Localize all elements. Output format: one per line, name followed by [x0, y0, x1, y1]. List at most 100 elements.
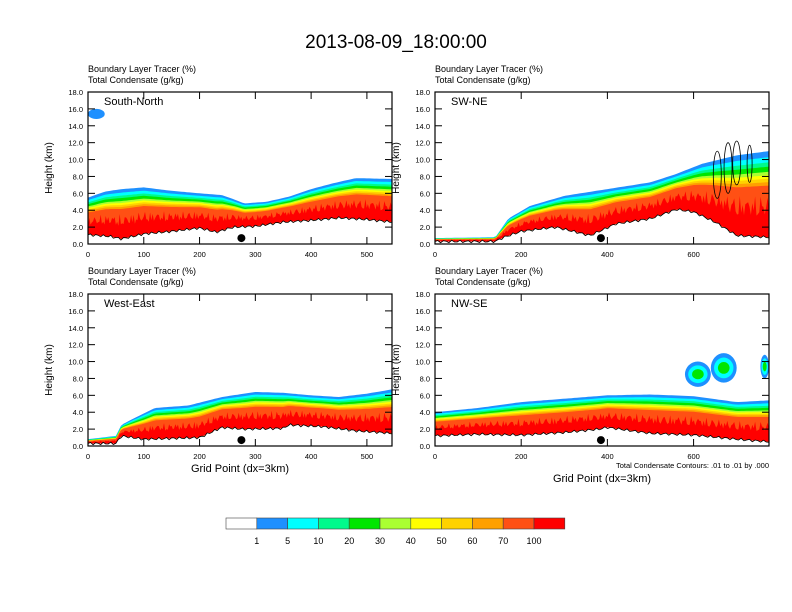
plot-frame [434, 91, 770, 245]
location-marker [237, 234, 246, 243]
y-tick-label: 16.0 [415, 307, 430, 316]
y-tick-label: 0.0 [73, 240, 83, 249]
panel-title-line: Boundary Layer Tracer (%) [88, 64, 196, 74]
terrain [435, 208, 769, 244]
y-tick-label: 16.0 [68, 105, 83, 114]
condensate-contour [732, 140, 742, 186]
x-tick-label: 400 [305, 452, 318, 461]
y-tick-label: 18.0 [415, 88, 430, 97]
colorbar: 1 5 10 20 30 40 50 60 70 100 [225, 517, 566, 546]
y-tick-label: 18.0 [68, 290, 83, 299]
condensate-contour [723, 142, 733, 194]
panel-title-line: Boundary Layer Tracer (%) [88, 266, 196, 276]
panel-top-left: Boundary Layer Tracer (%)Total Condensat… [44, 64, 393, 259]
x-tick-label: 200 [515, 250, 528, 259]
y-tick-label: 16.0 [68, 307, 83, 316]
y-axis-label: Height (km) [44, 344, 55, 396]
y-tick-label: 18.0 [68, 88, 83, 97]
y-tick-label: 6.0 [73, 391, 83, 400]
cloud-patch-core [762, 361, 767, 372]
y-tick-label: 14.0 [68, 122, 83, 131]
colorbar-swatch [533, 517, 566, 530]
y-tick-label: 2.0 [420, 223, 430, 232]
y-tick-label: 8.0 [73, 374, 83, 383]
plot-frame [434, 293, 770, 447]
colorbar-label: 70 [498, 536, 508, 546]
x-tick-label: 200 [193, 452, 206, 461]
cross-section-label: NW-SE [451, 298, 487, 310]
terrain [88, 423, 392, 446]
colorbar-swatch [225, 517, 258, 530]
y-tick-label: 8.0 [73, 172, 83, 181]
location-marker [237, 436, 246, 445]
colorbar-label: 20 [344, 536, 354, 546]
y-tick-label: 18.0 [415, 290, 430, 299]
x-tick-label: 100 [138, 452, 151, 461]
y-tick-label: 10.0 [68, 358, 83, 367]
cloud-patch [88, 108, 105, 120]
x-tick-label: 200 [193, 250, 206, 259]
cloud-patch-core [717, 361, 730, 374]
x-tick-label: 400 [305, 250, 318, 259]
y-tick-label: 12.0 [68, 341, 83, 350]
colorbar-swatch [318, 517, 350, 530]
y-tick-label: 0.0 [73, 442, 83, 451]
tracer-core [88, 409, 392, 444]
location-marker [596, 234, 605, 243]
colorbar-label: 50 [437, 536, 447, 546]
colorbar-swatch [410, 517, 442, 530]
y-tick-label: 14.0 [415, 122, 430, 131]
y-tick-label: 6.0 [420, 391, 430, 400]
y-tick-label: 0.0 [420, 442, 430, 451]
y-tick-label: 8.0 [420, 172, 430, 181]
y-tick-label: 6.0 [420, 189, 430, 198]
colorbar-label: 30 [375, 536, 385, 546]
y-tick-label: 12.0 [415, 341, 430, 350]
colorbar-label: 5 [285, 536, 290, 546]
panel-bottom-right: Boundary Layer Tracer (%)Total Condensat… [391, 266, 770, 485]
x-tick-label: 400 [601, 250, 614, 259]
plot-area [88, 108, 392, 244]
contour-footnote: Total Condensate Contours: .01 to .01 by… [616, 461, 769, 470]
y-tick-label: 12.0 [68, 139, 83, 148]
y-tick-label: 10.0 [68, 156, 83, 165]
y-tick-label: 10.0 [415, 358, 430, 367]
y-tick-label: 4.0 [420, 408, 430, 417]
plot-area [435, 140, 769, 244]
y-tick-label: 2.0 [73, 223, 83, 232]
x-tick-label: 600 [687, 452, 700, 461]
y-tick-label: 10.0 [415, 156, 430, 165]
x-tick-label: 500 [361, 250, 374, 259]
x-tick-label: 0 [86, 452, 90, 461]
panel-title-line: Total Condensate (g/kg) [88, 277, 184, 287]
cross-section-label: West-East [104, 298, 155, 310]
y-tick-label: 14.0 [415, 324, 430, 333]
x-tick-label: 400 [601, 452, 614, 461]
y-tick-label: 6.0 [73, 189, 83, 198]
y-axis-label: Height (km) [391, 142, 402, 194]
x-tick-label: 0 [433, 452, 437, 461]
colorbar-swatch [502, 517, 535, 530]
x-axis-label: Grid Point (dx=3km) [191, 463, 289, 475]
x-tick-label: 300 [249, 250, 262, 259]
y-tick-label: 2.0 [73, 425, 83, 434]
y-tick-label: 4.0 [73, 206, 83, 215]
panel-top-right: Boundary Layer Tracer (%)Total Condensat… [391, 64, 770, 259]
colorbar-swatch [256, 517, 288, 530]
x-axis-label: Grid Point (dx=3km) [553, 473, 651, 485]
cross-section-label: SW-NE [451, 96, 487, 108]
colorbar-label: 10 [313, 536, 323, 546]
panel-title-line: Boundary Layer Tracer (%) [435, 266, 543, 276]
panel-title-line: Total Condensate (g/kg) [88, 75, 184, 85]
cloud-patch-core [692, 369, 704, 380]
panel-bottom-left: Boundary Layer Tracer (%)Total Condensat… [44, 266, 393, 475]
x-tick-label: 100 [138, 250, 151, 259]
y-tick-label: 8.0 [420, 374, 430, 383]
x-tick-label: 0 [86, 250, 90, 259]
y-tick-label: 12.0 [415, 139, 430, 148]
colorbar-swatch [348, 517, 381, 530]
condensate-contour [712, 150, 722, 199]
panel-title-line: Total Condensate (g/kg) [435, 277, 531, 287]
cross-section-label: South-North [104, 96, 163, 108]
plot-area [435, 353, 769, 446]
